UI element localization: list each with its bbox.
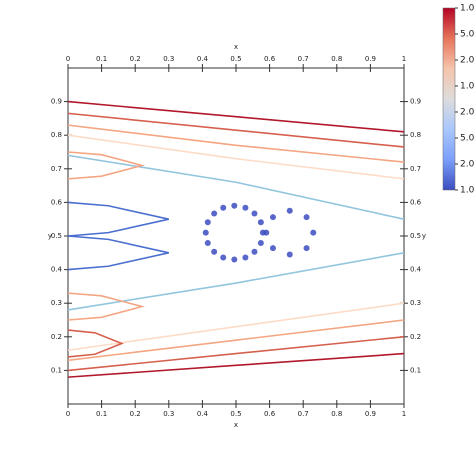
colorbar-label: 5.0e bbox=[460, 134, 474, 144]
scatter-point bbox=[242, 254, 249, 261]
scatter-point bbox=[204, 219, 211, 226]
x-tick-label-top: 0.2 bbox=[130, 55, 141, 63]
streamline bbox=[67, 134, 405, 180]
streamline bbox=[67, 352, 405, 378]
scatter-point bbox=[242, 204, 249, 211]
x-tick-label-top: 0.9 bbox=[365, 55, 376, 63]
streamline bbox=[67, 319, 405, 362]
y-tick-label-right: 0.6 bbox=[410, 198, 422, 206]
y-tick-label-left: 0.4 bbox=[51, 266, 63, 274]
scatter-point bbox=[269, 214, 276, 221]
colorbar-label: 1.0e bbox=[460, 4, 474, 14]
scatter-point bbox=[211, 210, 218, 217]
y-tick-label-right: 0.5 bbox=[410, 232, 421, 240]
scatter-point bbox=[231, 256, 238, 263]
y-tick-label-left: 0.9 bbox=[51, 98, 62, 106]
scatter-point bbox=[251, 210, 258, 217]
x-axis-label-top: x bbox=[234, 43, 238, 51]
streamline bbox=[67, 336, 405, 372]
x-tick-label-top: 0.3 bbox=[163, 55, 174, 63]
scatter-point bbox=[286, 207, 293, 214]
y-tick-label-left: 0.8 bbox=[51, 131, 62, 139]
scatter-point bbox=[231, 202, 238, 209]
y-axis-label-left: y bbox=[48, 232, 52, 240]
x-tick-label-top: 1 bbox=[402, 55, 406, 63]
streamline bbox=[67, 151, 146, 180]
scatter-point bbox=[310, 229, 317, 236]
x-tick-label-bottom: 0.3 bbox=[163, 410, 174, 418]
y-tick-label-left: 0.6 bbox=[51, 198, 63, 206]
x-tick-label-top: 0.4 bbox=[197, 55, 209, 63]
colorbar-label: 2.0e bbox=[460, 108, 474, 118]
streamline bbox=[67, 124, 405, 163]
x-tick-label-bottom: 1 bbox=[402, 410, 406, 418]
x-tick-label-bottom: 0.4 bbox=[197, 410, 209, 418]
streamline bbox=[67, 201, 169, 237]
x-tick-label-bottom: 0.9 bbox=[365, 410, 376, 418]
x-tick-label-top: 0.7 bbox=[298, 55, 309, 63]
streamline bbox=[67, 100, 405, 133]
colorbar-label: 2.0e bbox=[460, 56, 474, 66]
y-tick-label-left: 0.3 bbox=[51, 299, 62, 307]
y-tick-label-right: 0.2 bbox=[410, 333, 421, 341]
colorbar-label: 1.0e bbox=[460, 186, 474, 196]
y-tick-label-right: 0.1 bbox=[410, 366, 421, 374]
x-tick-label-bottom: 0.6 bbox=[264, 410, 276, 418]
streamline bbox=[67, 235, 169, 271]
y-tick-label-left: 0.2 bbox=[51, 333, 62, 341]
x-tick-label-bottom: 0.5 bbox=[230, 410, 241, 418]
x-tick-label-bottom: 0 bbox=[66, 410, 70, 418]
scatter-point bbox=[220, 204, 227, 211]
x-tick-label-top: 0 bbox=[66, 55, 70, 63]
x-tick-label-top: 0.5 bbox=[230, 55, 241, 63]
scatter-point bbox=[211, 248, 218, 255]
scatter-point bbox=[286, 251, 293, 258]
scatter-point bbox=[257, 219, 264, 226]
scatter-point bbox=[220, 254, 227, 261]
scatter-point bbox=[202, 229, 209, 236]
scatter-point bbox=[303, 214, 310, 221]
streamline bbox=[67, 112, 405, 148]
colorbar-label: 2.0e bbox=[460, 160, 474, 170]
scatter-point bbox=[303, 245, 310, 252]
x-tick-label-bottom: 0.1 bbox=[96, 410, 107, 418]
x-tick-label-top: 0.8 bbox=[331, 55, 342, 63]
y-tick-label-right: 0.4 bbox=[410, 266, 422, 274]
y-tick-label-right: 0.8 bbox=[410, 131, 421, 139]
streamline bbox=[67, 154, 405, 220]
x-axis-label-bottom: x bbox=[234, 421, 238, 429]
streamline bbox=[67, 329, 124, 358]
scatter-point bbox=[257, 240, 264, 247]
colorbar bbox=[442, 7, 456, 191]
scatter-point bbox=[204, 240, 211, 247]
colorbar-label: 5.0e bbox=[460, 30, 474, 40]
y-tick-label-right: 0.7 bbox=[410, 165, 421, 173]
y-tick-label-right: 0.3 bbox=[410, 299, 421, 307]
colorbar-label: 1.0e bbox=[460, 82, 474, 92]
scatter-point bbox=[269, 245, 276, 252]
x-tick-label-bottom: 0.8 bbox=[331, 410, 342, 418]
y-tick-label-left: 0.5 bbox=[51, 232, 62, 240]
scatter-point bbox=[251, 248, 258, 255]
scatter-point bbox=[263, 229, 270, 236]
y-tick-label-right: 0.9 bbox=[410, 98, 421, 106]
x-tick-label-top: 0.1 bbox=[96, 55, 107, 63]
streamline bbox=[67, 292, 146, 321]
x-tick-label-top: 0.6 bbox=[264, 55, 276, 63]
y-tick-label-left: 0.1 bbox=[51, 366, 62, 374]
streamline bbox=[67, 302, 405, 352]
x-tick-label-bottom: 0.2 bbox=[130, 410, 141, 418]
y-tick-label-left: 0.7 bbox=[51, 165, 62, 173]
x-tick-label-bottom: 0.7 bbox=[298, 410, 309, 418]
y-axis-label-right: y bbox=[422, 232, 426, 240]
